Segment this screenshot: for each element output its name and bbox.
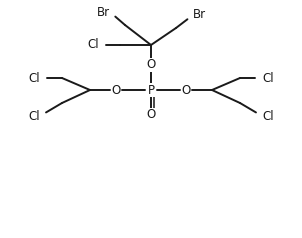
Text: P: P — [147, 84, 155, 96]
Text: Br: Br — [193, 9, 206, 21]
Text: O: O — [111, 84, 120, 96]
Text: O: O — [146, 59, 156, 71]
Text: O: O — [182, 84, 191, 96]
Text: Cl: Cl — [262, 71, 274, 84]
Text: O: O — [146, 109, 156, 122]
Text: Cl: Cl — [28, 71, 40, 84]
Text: Cl: Cl — [28, 109, 40, 123]
Text: Cl: Cl — [87, 39, 99, 51]
Text: Cl: Cl — [262, 109, 274, 123]
Text: Br: Br — [97, 5, 110, 19]
